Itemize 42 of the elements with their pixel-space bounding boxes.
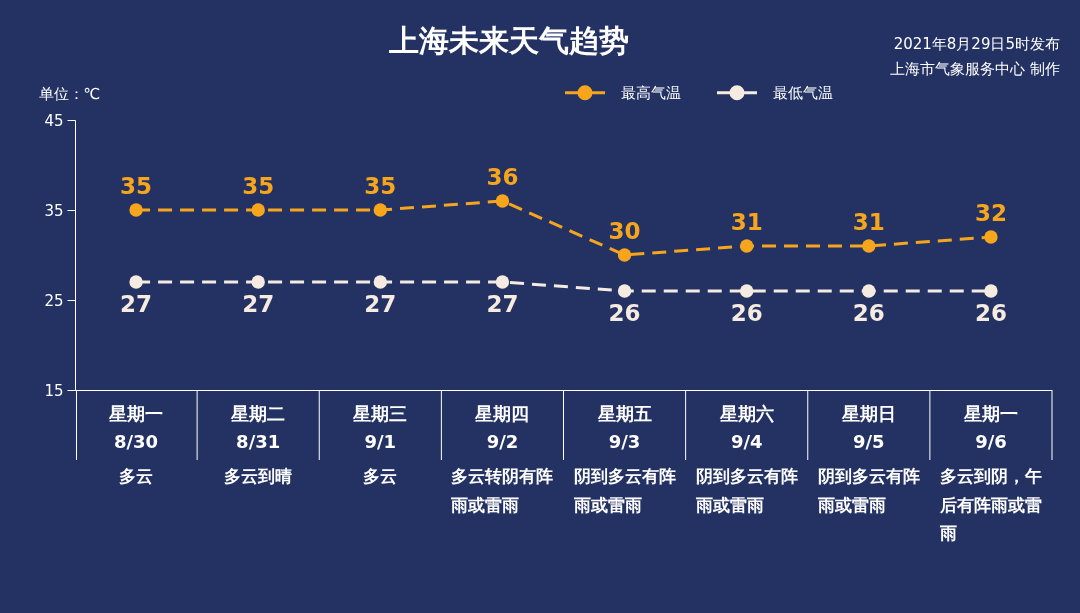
x-tick-label: 星期二 8/31 xyxy=(230,402,286,452)
x-tick-label: 星期三 9/1 xyxy=(352,402,408,452)
data-label: 27 xyxy=(120,291,153,317)
data-label: 35 xyxy=(364,173,397,199)
data-label: 31 xyxy=(730,209,763,235)
x-tick-label: 星期一 8/30 xyxy=(108,402,164,452)
text: 2021年8月29日5时发布 xyxy=(893,35,1060,53)
x-tick-label: 星期五 9/3 xyxy=(596,402,652,452)
data-label: 26 xyxy=(852,300,885,326)
legend-label: 最高气温 xyxy=(620,83,681,102)
data-label: 27 xyxy=(242,291,275,317)
text: 阴到多云有阵雨或雷雨 xyxy=(572,466,676,515)
x-tick-label: 星期日 9/5 xyxy=(840,402,896,452)
y-tick-label: 35 xyxy=(44,201,64,220)
data-label: 36 xyxy=(486,164,519,190)
text: 多云转阴有阵雨或雷雨 xyxy=(450,466,554,515)
data-label: 30 xyxy=(608,218,641,244)
y-tick-label: 25 xyxy=(44,291,64,310)
text: 阴到多云有阵雨或雷雨 xyxy=(694,466,798,515)
data-label: 32 xyxy=(974,200,1007,226)
x-tick-label: 星期四 9/2 xyxy=(474,402,530,452)
text: 多云 xyxy=(363,466,398,486)
text: 多云到晴 xyxy=(224,466,293,486)
data-label: 31 xyxy=(852,209,885,235)
data-label: 26 xyxy=(608,300,641,326)
data-label: 27 xyxy=(486,291,519,317)
text: 阴到多云有阵雨或雷雨 xyxy=(816,466,920,515)
y-axis-title: 单位：℃ xyxy=(38,84,101,103)
legend-label: 最低气温 xyxy=(772,83,833,102)
text: 多云 xyxy=(119,466,154,486)
data-label: 35 xyxy=(120,173,153,199)
data-label: 26 xyxy=(730,300,763,326)
text: 上海市气象服务中心 制作 xyxy=(890,60,1060,78)
x-tick-label: 星期一 9/6 xyxy=(962,402,1018,452)
y-tick-label: 15 xyxy=(44,381,64,400)
text: 多云到阴，午后有阵雨或雷雨 xyxy=(938,466,1042,543)
y-tick-label: 45 xyxy=(44,111,64,130)
data-label: 27 xyxy=(364,291,397,317)
data-label: 35 xyxy=(242,173,275,199)
data-label: 26 xyxy=(974,300,1007,326)
x-tick-label: 星期六 9/4 xyxy=(718,402,774,452)
chart-title: 上海未来天气趋势 xyxy=(387,23,629,58)
